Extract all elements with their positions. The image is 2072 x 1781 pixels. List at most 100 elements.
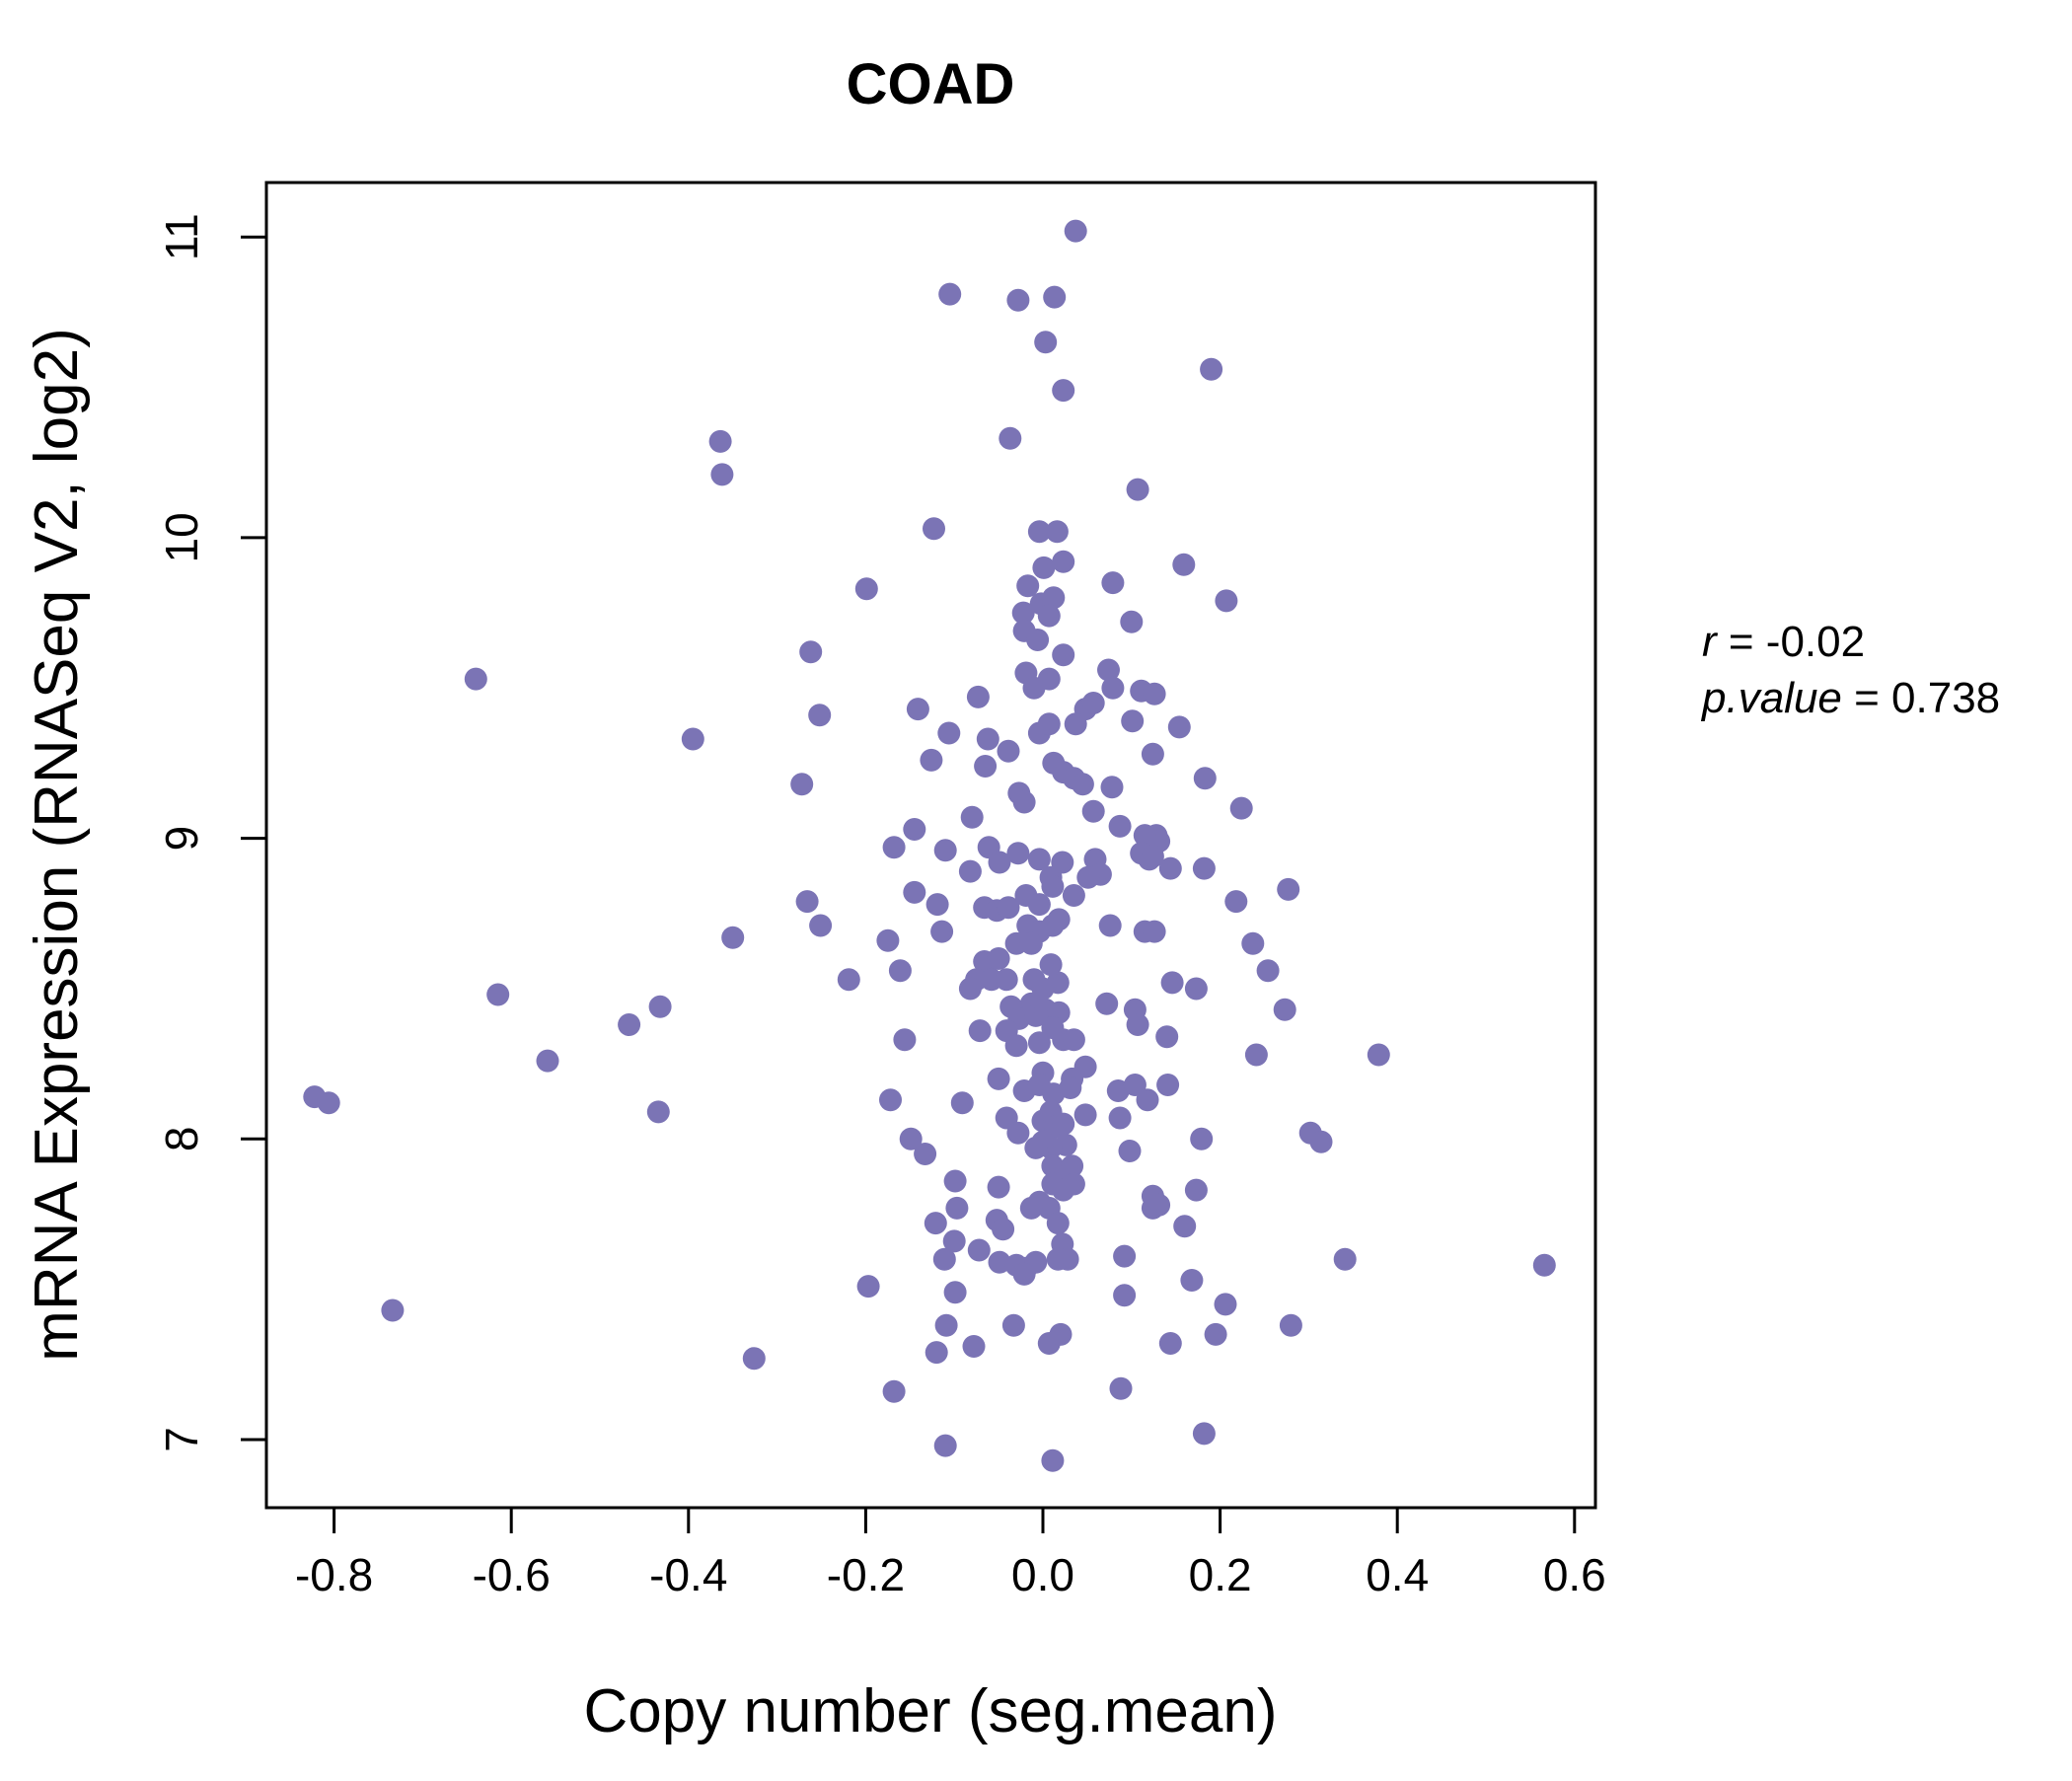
data-point [1309,1130,1333,1153]
y-tick-label: 9 [156,826,207,852]
data-point [976,727,999,751]
data-point [809,914,833,937]
chart-title: COAD [847,52,1015,116]
data-point [1012,790,1036,814]
data-point [317,1091,340,1115]
data-point [1147,1193,1171,1217]
data-point [1045,520,1069,544]
data-point [1167,715,1191,739]
data-point [906,698,929,721]
data-point [1098,914,1122,937]
x-tick-label: -0.4 [649,1549,727,1600]
data-point [464,667,487,691]
data-point [995,968,1018,992]
data-point [721,926,745,949]
data-point [876,928,900,952]
data-point [618,1013,641,1036]
data-point [1052,1112,1075,1136]
data-point [992,1218,1015,1241]
data-point [923,517,945,541]
data-point [1006,842,1030,865]
data-point [1190,1127,1214,1150]
x-tick-label: -0.6 [473,1549,551,1600]
data-point [1061,1154,1084,1178]
data-point [987,947,1010,970]
data-point [1180,1269,1204,1292]
data-point [943,1281,967,1304]
data-point [882,1379,906,1403]
data-point [1049,1322,1073,1346]
data-point [967,1238,991,1262]
data-point [1051,851,1074,874]
data-point [708,429,732,453]
data-point [1121,709,1145,733]
data-point [1184,977,1208,1001]
data-point [1041,874,1065,898]
data-point [933,839,957,862]
data-point [1019,1196,1043,1220]
data-point [681,727,704,751]
data-point [1133,824,1156,848]
data-point [1172,553,1196,576]
data-point [1156,1074,1180,1096]
data-point [1034,331,1058,354]
data-point [1039,953,1063,977]
data-point [1081,799,1105,823]
data-point [1027,848,1051,871]
data-point [1193,767,1217,790]
data-point [1160,971,1184,995]
data-point [920,748,943,772]
y-axis-ticks [241,235,266,1442]
data-point [1173,1215,1197,1238]
data-point [937,721,961,745]
data-point [893,1028,917,1052]
data-point [925,893,949,917]
data-point [1095,992,1119,1015]
data-point [1277,877,1300,901]
data-point [856,1275,880,1299]
x-axis-ticks [333,1508,1577,1533]
data-point [938,282,962,306]
data-point [1026,629,1050,651]
data-point [1032,556,1056,579]
data-point [1100,776,1124,799]
data-point [1073,1103,1097,1127]
data-point [1019,931,1043,955]
data-point [1229,796,1253,820]
x-axis-tick-labels: -0.8 -0.6 -0.4 -0.2 0.0 0.2 0.4 0.6 [295,1549,1606,1600]
data-point [1004,1034,1028,1058]
data-point [903,880,926,904]
data-point [486,983,510,1006]
x-axis-title: Copy number (seg.mean) [584,1677,1278,1745]
data-point [1101,676,1125,700]
x-tick-label: 0.6 [1543,1549,1606,1600]
y-tick-label: 8 [156,1127,207,1152]
data-point [1113,1284,1137,1307]
data-point [1141,742,1164,766]
data-point [968,1019,992,1043]
data-point [1101,571,1125,595]
data-point [888,959,912,983]
data-point [1244,1043,1268,1067]
data-point [1024,1136,1048,1159]
data-point [997,739,1020,763]
data-point [1256,959,1280,983]
data-point [1136,1088,1159,1112]
data-point [1052,550,1075,573]
plot-box [264,181,1597,1510]
x-tick-label: -0.8 [295,1549,373,1600]
data-point [1158,1332,1182,1355]
data-point [1001,1313,1025,1337]
data-point [795,890,819,914]
data-point [1192,856,1216,880]
data-point [1241,931,1265,955]
data-point [648,995,672,1018]
x-tick-label: -0.2 [827,1549,905,1600]
data-point [966,685,990,708]
data-point [1041,1448,1065,1472]
data-point [1120,610,1144,633]
data-points [303,219,1556,1472]
data-point [1184,1178,1208,1202]
